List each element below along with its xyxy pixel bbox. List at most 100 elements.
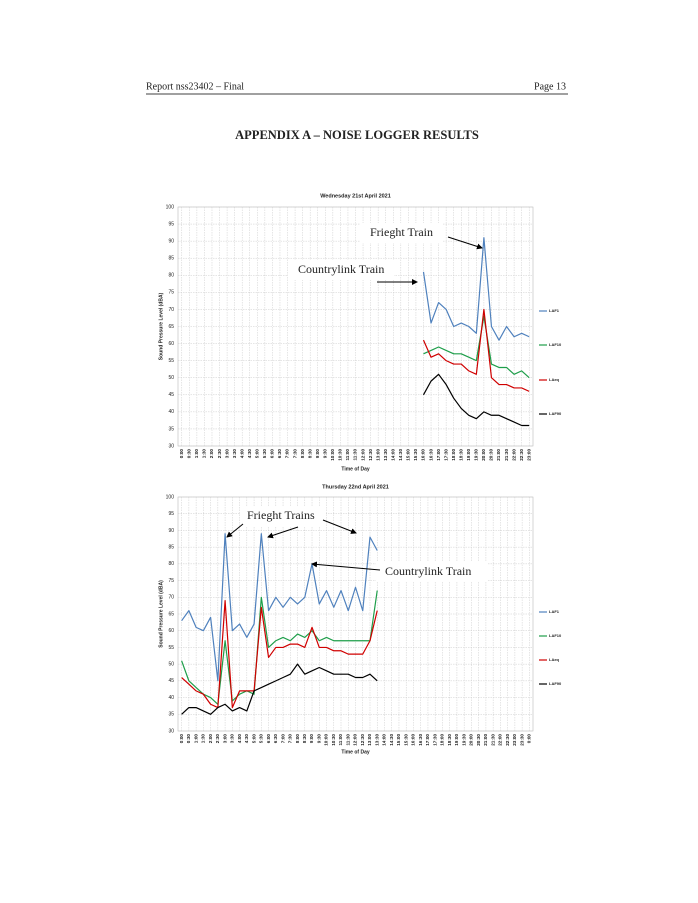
x-tick-label: 19:30 bbox=[474, 449, 479, 461]
x-tick-label: 7:00 bbox=[280, 734, 285, 744]
annotation-box bbox=[240, 506, 326, 526]
y-tick-label: 80 bbox=[168, 561, 174, 567]
y-tick-label: 65 bbox=[168, 611, 174, 617]
series-line bbox=[423, 315, 530, 379]
x-tick-label: 21:30 bbox=[490, 734, 495, 746]
x-tick-label: 12:30 bbox=[368, 449, 373, 461]
x-tick-label: 3:00 bbox=[222, 734, 227, 744]
legend-label: LAF1 bbox=[549, 609, 560, 614]
annotation-box bbox=[360, 223, 442, 243]
x-tick-label: 16:30 bbox=[428, 449, 433, 461]
annotation-box bbox=[376, 562, 488, 582]
x-tick-label: 4:30 bbox=[247, 449, 252, 459]
x-tick-label: 12:00 bbox=[360, 449, 365, 461]
y-tick-label: 45 bbox=[168, 678, 174, 684]
x-axis-label: Time of Day bbox=[341, 749, 369, 755]
y-axis-label: Sound Pressure Level (dBA) bbox=[158, 580, 164, 648]
x-tick-label: 13:30 bbox=[383, 449, 388, 461]
x-tick-label: 14:00 bbox=[382, 734, 387, 746]
x-tick-label: 18:00 bbox=[451, 449, 456, 461]
x-tick-label: 18:30 bbox=[458, 449, 463, 461]
x-tick-label: 17:30 bbox=[432, 734, 437, 746]
y-tick-label: 30 bbox=[168, 443, 174, 449]
x-tick-label: 0:00 bbox=[179, 449, 184, 459]
x-tick-label: 23:00 bbox=[526, 449, 531, 461]
x-tick-label: 14:30 bbox=[389, 734, 394, 746]
x-tick-label: 0:00 bbox=[179, 734, 184, 744]
x-tick-label: 15:00 bbox=[396, 734, 401, 746]
x-tick-label: 7:30 bbox=[288, 734, 293, 744]
x-tick-label: 10:30 bbox=[338, 449, 343, 461]
annotation: Countrylink Train bbox=[298, 262, 384, 276]
x-tick-label: 7:30 bbox=[292, 449, 297, 459]
charts: Wednesday 21st April 2021 30 35 40 45 50 55 60 6… bbox=[158, 193, 562, 755]
x-tick-label: 17:30 bbox=[443, 449, 448, 461]
legend-label: LAF1 bbox=[549, 308, 560, 313]
x-tick-label: 1:00 bbox=[193, 734, 198, 744]
x-tick-label: 4:30 bbox=[244, 734, 249, 744]
x-tick-label: 9:30 bbox=[316, 734, 321, 744]
x-tick-label: 2:00 bbox=[208, 734, 213, 744]
y-tick-label: 40 bbox=[168, 695, 174, 701]
x-tick-label: 22:00 bbox=[498, 734, 503, 746]
x-tick-label: 11:00 bbox=[338, 734, 343, 746]
series-line bbox=[422, 308, 530, 392]
x-tick-label: 9:00 bbox=[309, 734, 314, 744]
y-tick-label: 75 bbox=[168, 578, 174, 584]
x-tick-label: 0:30 bbox=[187, 449, 192, 459]
y-tick-label: 95 bbox=[168, 511, 174, 517]
series-line bbox=[181, 533, 378, 682]
header-left: Report nss23402 – Final bbox=[146, 81, 244, 92]
x-tick-label: 6:00 bbox=[270, 449, 275, 459]
legend-label: LAF10 bbox=[549, 633, 562, 638]
x-tick-label: 0:00 bbox=[527, 734, 532, 744]
y-tick-label: 60 bbox=[168, 341, 174, 347]
x-tick-label: 2:30 bbox=[217, 449, 222, 459]
x-tick-label: 7:00 bbox=[285, 449, 290, 459]
legend-label: LAF90 bbox=[549, 411, 562, 416]
x-tick-label: 21:30 bbox=[504, 449, 509, 461]
x-tick-label: 16:00 bbox=[421, 449, 426, 461]
x-tick-label: 22:30 bbox=[519, 449, 524, 461]
x-tick-label: 4:00 bbox=[239, 449, 244, 459]
x-tick-label: 3:30 bbox=[230, 734, 235, 744]
y-tick-label: 45 bbox=[168, 392, 174, 398]
x-tick-label: 20:30 bbox=[476, 734, 481, 746]
y-tick-label: 85 bbox=[168, 544, 174, 550]
legend-label: LAF90 bbox=[549, 681, 562, 686]
x-tick-label: 11:30 bbox=[353, 449, 358, 461]
x-tick-label: 1:30 bbox=[201, 734, 206, 744]
x-tick-label: 14:30 bbox=[398, 449, 403, 461]
x-tick-label: 10:00 bbox=[324, 734, 329, 746]
y-tick-label: 95 bbox=[168, 221, 174, 227]
x-tick-label: 16:00 bbox=[411, 734, 416, 746]
x-axis-label: Time of Day bbox=[341, 466, 369, 472]
x-tick-label: 13:00 bbox=[367, 734, 372, 746]
y-tick-label: 70 bbox=[168, 307, 174, 313]
x-tick-label: 11:30 bbox=[345, 734, 350, 746]
legend-label: LAF10 bbox=[549, 342, 562, 347]
x-tick-label: 20:00 bbox=[469, 734, 474, 746]
x-tick-label: 20:30 bbox=[489, 449, 494, 461]
x-tick-label: 6:00 bbox=[266, 734, 271, 744]
x-tick-label: 2:00 bbox=[209, 449, 214, 459]
x-tick-label: 13:30 bbox=[374, 734, 379, 746]
annotation: Countrylink Train bbox=[385, 564, 471, 578]
arrow bbox=[447, 236, 483, 250]
arrow bbox=[311, 561, 381, 571]
x-tick-label: 14:00 bbox=[390, 449, 395, 461]
series-line bbox=[181, 663, 378, 715]
y-tick-label: 70 bbox=[168, 595, 174, 601]
x-tick-label: 18:00 bbox=[440, 734, 445, 746]
x-tick-label: 22:00 bbox=[511, 449, 516, 461]
x-tick-label: 5:00 bbox=[255, 449, 260, 459]
x-tick-label: 17:00 bbox=[425, 734, 430, 746]
y-tick-label: 65 bbox=[168, 324, 174, 330]
y-tick-label: 100 bbox=[166, 204, 175, 210]
annotation: Frieght Trains bbox=[247, 508, 315, 522]
series-line bbox=[422, 373, 530, 427]
page-title: APPENDIX A – NOISE LOGGER RESULTS bbox=[235, 128, 479, 142]
y-tick-label: 80 bbox=[168, 273, 174, 279]
x-tick-label: 10:00 bbox=[330, 449, 335, 461]
